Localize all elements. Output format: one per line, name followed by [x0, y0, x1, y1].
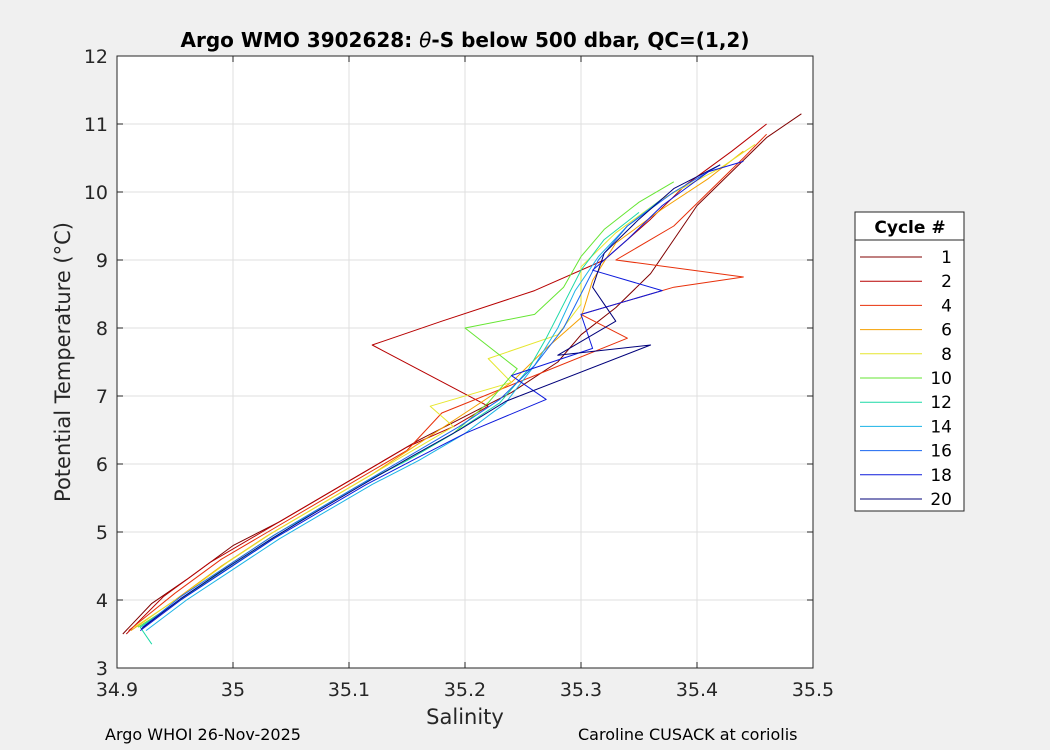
- chart-title: Argo WMO 3902628: θ-S below 500 dbar, QC…: [181, 28, 750, 52]
- series-line-cycle-16: [142, 164, 721, 628]
- footer-right-credit: Caroline CUSACK at coriolis: [578, 725, 798, 744]
- y-tick-label: 8: [96, 318, 108, 340]
- y-axis-label: Potential Temperature (°C): [51, 222, 75, 502]
- chart-title-prefix: Argo WMO 3902628:: [181, 28, 420, 52]
- y-tick-label: 9: [96, 250, 108, 272]
- series-line-cycle-20: [141, 164, 721, 629]
- y-tick-label: 5: [96, 522, 108, 544]
- legend-label-cycle-16: 16: [930, 442, 952, 462]
- data-series-layer: [122, 113, 802, 645]
- series-line-cycle-4: [128, 133, 767, 631]
- y-tick-label: 3: [96, 658, 108, 680]
- tick-marks: [116, 55, 814, 669]
- legend-label-cycle-12: 12: [930, 393, 952, 413]
- y-tick-label: 10: [84, 182, 108, 204]
- legend-label-cycle-18: 18: [930, 466, 952, 486]
- chart-title-suffix: -S below 500 dbar, QC=(1,2): [431, 28, 749, 52]
- x-tick-label: 35: [221, 679, 245, 701]
- legend-label-cycle-2: 2: [941, 272, 952, 292]
- y-tick-label: 7: [96, 386, 108, 408]
- footer-left-credit: Argo WHOI 26-Nov-2025: [105, 725, 301, 744]
- series-line-cycle-1: [122, 113, 802, 635]
- x-tick-label: 35.1: [328, 679, 370, 701]
- x-tick-label: 35.5: [792, 679, 834, 701]
- x-tick-labels: 34.9 35 35.1 35.2 35.3 35.4 35.5: [96, 679, 834, 701]
- legend-label-cycle-14: 14: [930, 417, 952, 437]
- y-tick-labels: 3 4 5 6 7 8 9 10 11 12: [84, 46, 108, 680]
- series-line-cycle-8: [134, 143, 756, 628]
- x-tick-label: 35.4: [676, 679, 718, 701]
- x-tick-label: 34.9: [96, 679, 138, 701]
- legend-label-cycle-20: 20: [930, 490, 952, 510]
- legend-box: [854, 211, 965, 512]
- legend-label-cycle-6: 6: [941, 321, 952, 341]
- series-line-cycle-18: [139, 160, 744, 631]
- legend-label-cycle-8: 8: [941, 345, 952, 365]
- x-axis-label: Salinity: [426, 705, 504, 729]
- legend-label-cycle-1: 1: [941, 248, 952, 268]
- series-line-cycle-2: [125, 123, 767, 635]
- legend-label-cycle-4: 4: [941, 296, 952, 316]
- chart-title-theta: θ: [419, 28, 431, 52]
- y-tick-label: 12: [84, 46, 108, 68]
- legend-title: Cycle #: [874, 218, 945, 238]
- y-tick-label: 11: [84, 114, 108, 136]
- x-tick-label: 35.2: [444, 679, 486, 701]
- x-tick-label: 35.3: [560, 679, 602, 701]
- y-tick-label: 4: [96, 590, 108, 612]
- legend-label-cycle-10: 10: [930, 369, 952, 389]
- y-tick-label: 6: [96, 454, 108, 476]
